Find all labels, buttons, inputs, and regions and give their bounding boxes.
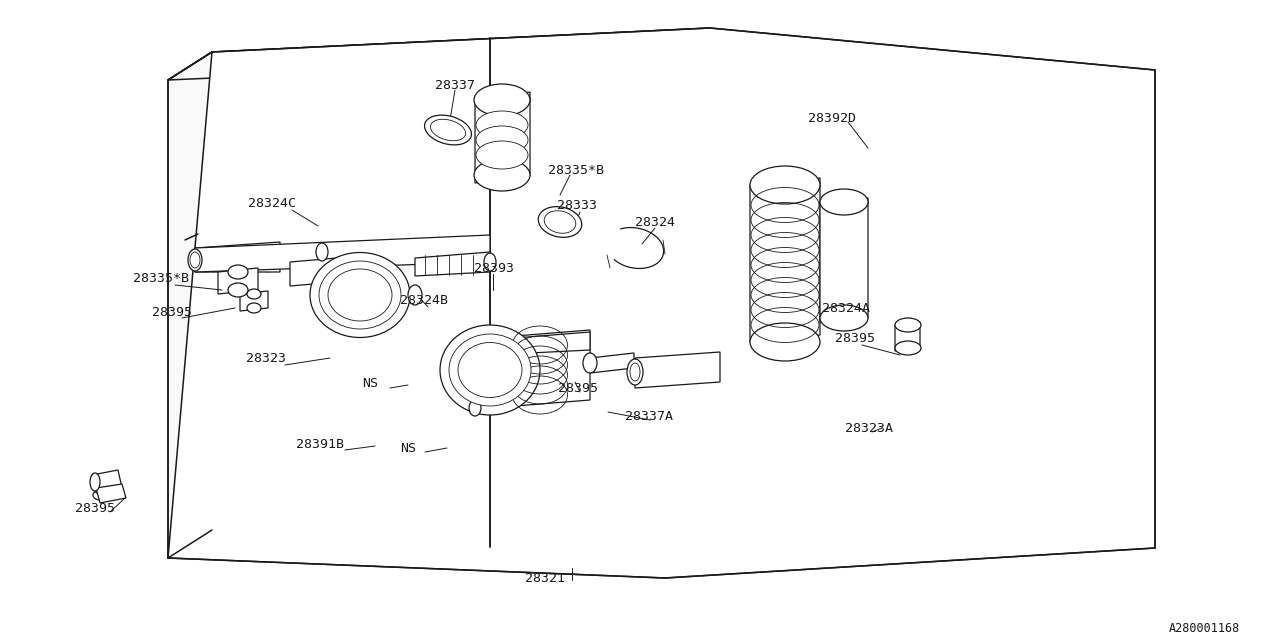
Ellipse shape xyxy=(476,111,529,139)
Polygon shape xyxy=(168,28,1155,578)
Polygon shape xyxy=(820,198,868,322)
Ellipse shape xyxy=(539,207,581,237)
Polygon shape xyxy=(195,235,490,272)
Text: 28395: 28395 xyxy=(76,502,115,515)
Polygon shape xyxy=(96,484,125,503)
Polygon shape xyxy=(195,242,280,272)
Polygon shape xyxy=(92,470,122,493)
Ellipse shape xyxy=(476,141,529,169)
Ellipse shape xyxy=(750,166,820,204)
Ellipse shape xyxy=(247,289,261,299)
Ellipse shape xyxy=(582,353,596,373)
Text: 28337: 28337 xyxy=(435,79,475,92)
Ellipse shape xyxy=(820,189,868,215)
Text: 28333: 28333 xyxy=(557,198,596,211)
Text: 28324C: 28324C xyxy=(248,196,296,209)
Polygon shape xyxy=(475,92,530,183)
Ellipse shape xyxy=(820,305,868,331)
Ellipse shape xyxy=(468,400,481,416)
Ellipse shape xyxy=(630,363,640,381)
Ellipse shape xyxy=(458,342,522,397)
Polygon shape xyxy=(168,28,710,80)
Text: 28392D: 28392D xyxy=(808,111,856,125)
Polygon shape xyxy=(291,256,360,286)
Text: 28395: 28395 xyxy=(152,305,192,319)
Ellipse shape xyxy=(474,84,530,116)
Text: 28395: 28395 xyxy=(835,332,876,344)
Text: 28391B: 28391B xyxy=(296,438,344,451)
Polygon shape xyxy=(168,52,212,558)
Ellipse shape xyxy=(544,211,576,233)
Text: A280001168: A280001168 xyxy=(1169,621,1240,634)
Text: 28323A: 28323A xyxy=(845,422,893,435)
Text: 28324B: 28324B xyxy=(401,294,448,307)
Text: 28321: 28321 xyxy=(525,572,564,584)
Ellipse shape xyxy=(228,283,248,297)
Ellipse shape xyxy=(328,269,392,321)
Text: NS: NS xyxy=(362,376,378,390)
Text: 28433: 28433 xyxy=(462,349,502,362)
Ellipse shape xyxy=(228,265,248,279)
Polygon shape xyxy=(635,352,721,388)
Ellipse shape xyxy=(449,334,531,406)
Text: NS: NS xyxy=(401,442,416,454)
Text: 28323: 28323 xyxy=(246,351,285,365)
Ellipse shape xyxy=(188,249,202,271)
Ellipse shape xyxy=(627,359,643,385)
Ellipse shape xyxy=(430,119,466,141)
Polygon shape xyxy=(241,291,268,311)
Ellipse shape xyxy=(484,253,497,271)
Ellipse shape xyxy=(425,115,471,145)
Polygon shape xyxy=(490,330,590,408)
Ellipse shape xyxy=(895,318,922,332)
Ellipse shape xyxy=(90,473,100,491)
Ellipse shape xyxy=(316,243,328,261)
Polygon shape xyxy=(490,332,590,355)
Ellipse shape xyxy=(408,285,422,305)
Text: 28335*B: 28335*B xyxy=(548,163,604,177)
Polygon shape xyxy=(218,268,259,294)
Text: 28335*B: 28335*B xyxy=(133,271,189,285)
Ellipse shape xyxy=(440,325,540,415)
Ellipse shape xyxy=(189,252,200,268)
Ellipse shape xyxy=(310,253,410,337)
Polygon shape xyxy=(895,322,920,351)
Text: 28337A: 28337A xyxy=(625,410,673,422)
Ellipse shape xyxy=(319,261,401,329)
Text: 28393: 28393 xyxy=(474,262,515,275)
Ellipse shape xyxy=(750,323,820,361)
Ellipse shape xyxy=(895,341,922,355)
Polygon shape xyxy=(415,252,490,276)
Text: 28324: 28324 xyxy=(635,216,675,228)
Ellipse shape xyxy=(476,126,529,154)
Polygon shape xyxy=(750,178,820,342)
Ellipse shape xyxy=(247,303,261,313)
Text: 28324A: 28324A xyxy=(822,301,870,314)
Polygon shape xyxy=(590,353,634,373)
Text: 28395: 28395 xyxy=(558,381,598,394)
Ellipse shape xyxy=(474,159,530,191)
